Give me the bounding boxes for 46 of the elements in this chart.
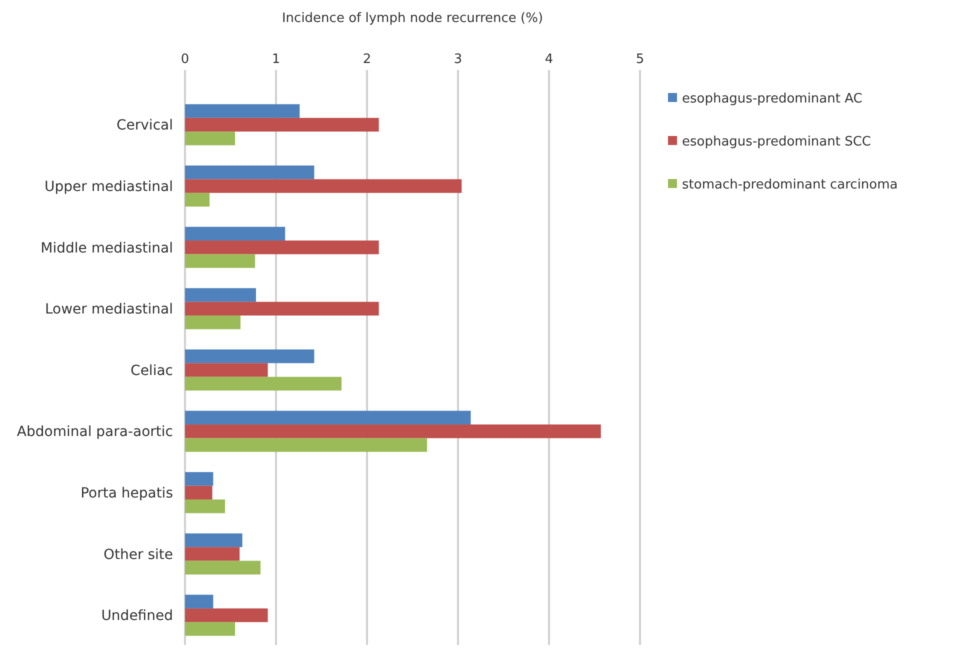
bar bbox=[185, 363, 268, 377]
x-tick-label: 4 bbox=[544, 52, 554, 67]
bar bbox=[185, 438, 428, 452]
bar bbox=[185, 424, 601, 438]
bar bbox=[185, 104, 300, 118]
legend-label: stomach-predominant carcinoma bbox=[682, 178, 898, 193]
bar bbox=[185, 240, 379, 254]
bar bbox=[185, 288, 256, 302]
bar bbox=[185, 533, 242, 548]
bar bbox=[185, 472, 214, 486]
bar bbox=[185, 349, 314, 364]
bar bbox=[185, 166, 314, 180]
bar bbox=[185, 410, 471, 424]
y-tick-label: Middle mediastinal bbox=[40, 240, 173, 256]
y-tick-label: Other site bbox=[104, 546, 173, 563]
bar bbox=[185, 376, 342, 391]
bar bbox=[185, 179, 462, 193]
bar bbox=[185, 226, 286, 241]
bar bbox=[185, 302, 379, 316]
y-tick-label: Abdominal para-aortic bbox=[16, 424, 173, 440]
legend-label: esophagus-predominant AC bbox=[682, 92, 862, 107]
x-tick-label: 0 bbox=[180, 52, 190, 67]
bar bbox=[185, 608, 268, 622]
x-axis-title: Incidence of lymph node recurrence (%) bbox=[282, 11, 544, 26]
bar bbox=[185, 594, 214, 608]
bar bbox=[185, 118, 379, 132]
bar bbox=[185, 132, 236, 146]
x-tick-label: 1 bbox=[272, 52, 280, 67]
y-tick-label: Celiac bbox=[130, 362, 173, 379]
y-tick-label: Undefined bbox=[101, 608, 173, 624]
x-tick-label: 2 bbox=[362, 52, 372, 67]
y-tick-label: Upper mediastinal bbox=[44, 178, 173, 195]
bar bbox=[185, 499, 226, 514]
x-tick-label: 3 bbox=[454, 52, 462, 67]
bar bbox=[185, 547, 240, 561]
y-tick-label: Cervical bbox=[116, 118, 173, 134]
y-tick-label: Lower mediastinal bbox=[44, 302, 173, 318]
bar bbox=[185, 192, 210, 207]
y-tick-label: Porta hepatis bbox=[80, 486, 173, 502]
legend-label: esophagus-predominant SCC bbox=[682, 134, 872, 150]
bar bbox=[185, 316, 241, 330]
bar bbox=[185, 622, 236, 636]
bar bbox=[185, 254, 256, 268]
x-tick-label: 5 bbox=[636, 52, 644, 67]
bar bbox=[185, 560, 261, 574]
bar bbox=[185, 486, 212, 500]
